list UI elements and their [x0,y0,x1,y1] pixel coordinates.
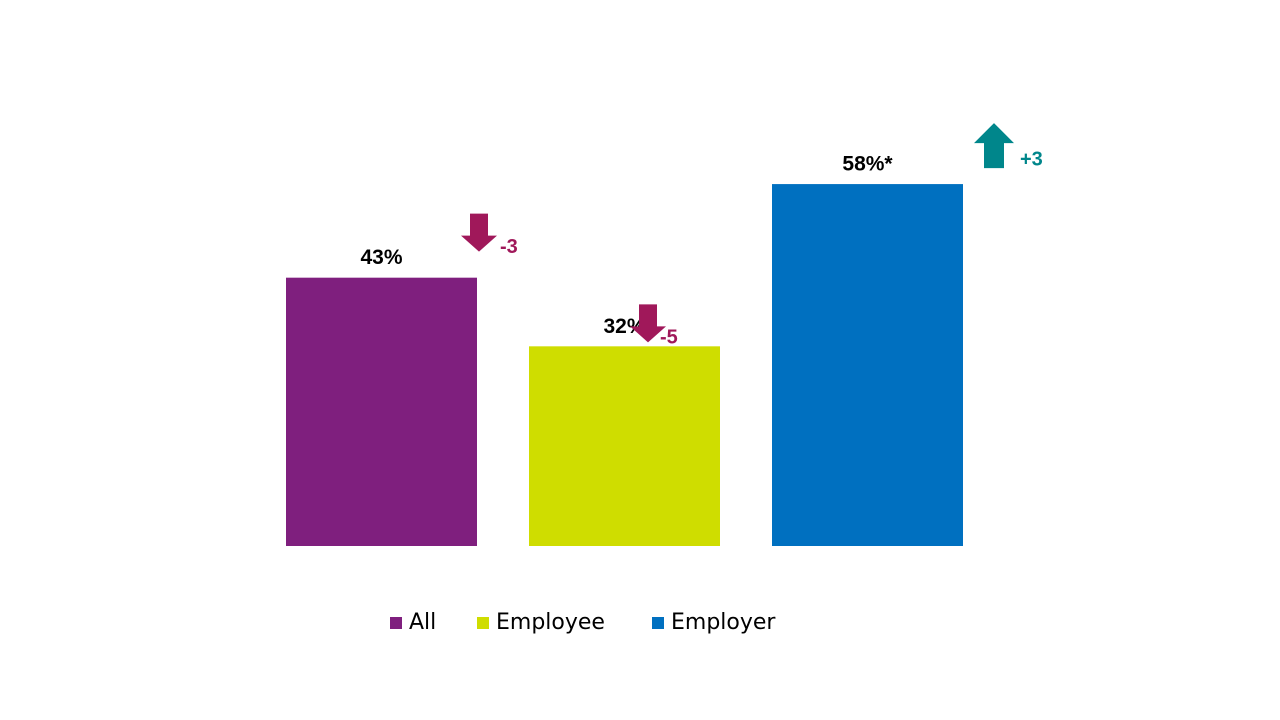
legend-label: All [409,610,436,635]
data-label: 43% [360,246,402,269]
change-arrow [974,123,1014,169]
change-label: -3 [500,236,518,258]
bar [529,346,720,546]
change-label: -5 [660,327,678,349]
data-label: 58%* [842,153,893,176]
bar [286,277,477,546]
change-arrow [630,304,666,343]
legend-swatch [390,617,402,629]
legend-label: Employer [671,610,776,635]
change-arrow [461,213,497,252]
legend-swatch [652,617,664,629]
legend-label: Employee [496,610,605,635]
change-label: +3 [1020,148,1043,170]
legend-swatch [477,617,489,629]
data-label: 32% [603,315,645,338]
bar [772,184,963,546]
